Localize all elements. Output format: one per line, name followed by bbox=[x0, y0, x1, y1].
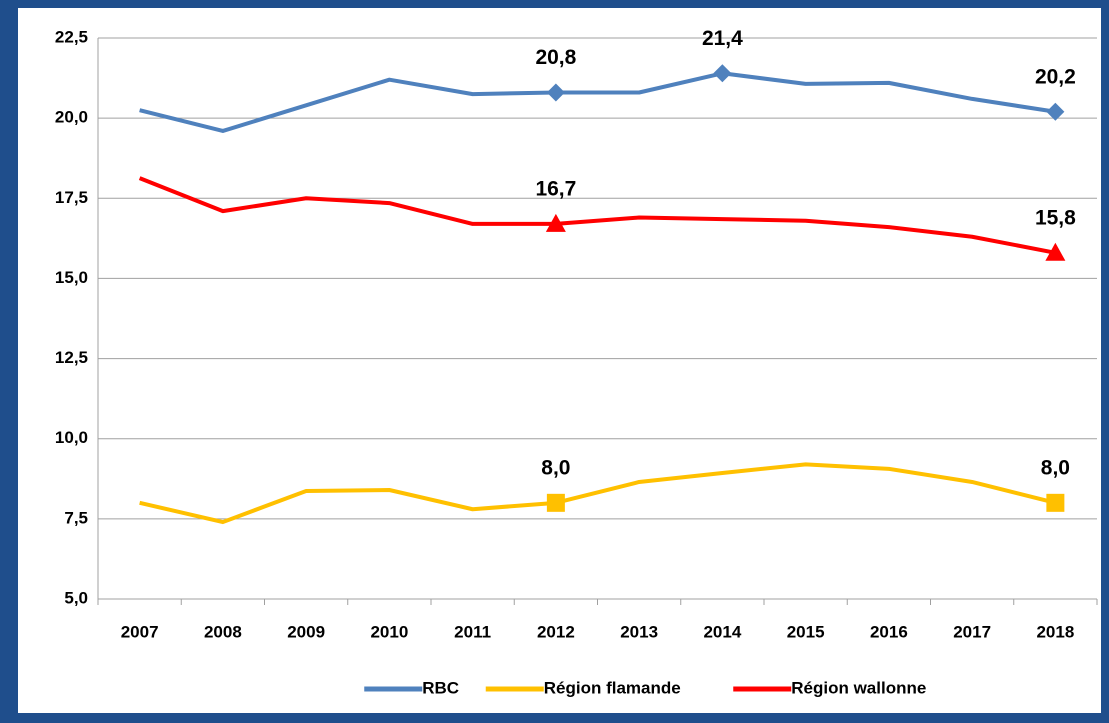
x-tick-label: 2014 bbox=[703, 622, 741, 641]
y-tick-label: 7,5 bbox=[64, 508, 88, 527]
marker bbox=[1046, 493, 1065, 512]
marker bbox=[546, 83, 565, 102]
x-tick-label: 2018 bbox=[1036, 622, 1074, 641]
y-tick-label: 22,5 bbox=[55, 27, 88, 46]
data-label: 21,4 bbox=[702, 27, 743, 50]
legend-label: Région flamande bbox=[544, 678, 681, 697]
data-label: 15,8 bbox=[1035, 206, 1076, 229]
y-tick-label: 12,5 bbox=[55, 348, 88, 367]
data-label: 8,0 bbox=[1041, 456, 1070, 479]
data-label: 8,0 bbox=[541, 456, 570, 479]
y-tick-label: 20,0 bbox=[55, 108, 88, 127]
series-line bbox=[138, 176, 1056, 255]
x-tick-label: 2011 bbox=[454, 622, 491, 641]
x-tick-label: 2007 bbox=[121, 622, 159, 641]
x-tick-label: 2009 bbox=[287, 622, 325, 641]
y-tick-label: 17,5 bbox=[55, 188, 88, 207]
legend-label: RBC bbox=[422, 678, 459, 697]
marker bbox=[713, 64, 732, 83]
x-tick-label: 2013 bbox=[620, 622, 658, 641]
marker bbox=[1045, 242, 1066, 261]
x-tick-label: 2008 bbox=[204, 622, 242, 641]
marker bbox=[1046, 102, 1065, 121]
data-label: 20,8 bbox=[535, 46, 576, 69]
x-tick-label: 2010 bbox=[370, 622, 408, 641]
x-tick-label: 2017 bbox=[953, 622, 991, 641]
y-tick-label: 15,0 bbox=[55, 268, 88, 287]
marker bbox=[546, 493, 565, 512]
y-tick-label: 10,0 bbox=[55, 428, 88, 447]
x-tick-label: 2016 bbox=[870, 622, 908, 641]
data-label: 16,7 bbox=[535, 177, 576, 200]
series-line bbox=[139, 71, 1056, 133]
marker bbox=[545, 213, 566, 232]
series-line bbox=[139, 462, 1056, 525]
legend-label: Région wallonne bbox=[791, 678, 926, 697]
x-tick-label: 2012 bbox=[537, 622, 575, 641]
data-label: 20,2 bbox=[1035, 65, 1076, 88]
y-tick-label: 5,0 bbox=[64, 588, 88, 607]
x-tick-label: 2015 bbox=[787, 622, 825, 641]
